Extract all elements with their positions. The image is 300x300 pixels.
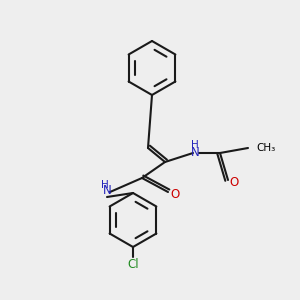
Text: H: H [101,180,109,190]
Text: O: O [230,176,238,190]
Text: O: O [170,188,180,200]
Text: CH₃: CH₃ [256,143,275,153]
Text: N: N [103,184,111,197]
Text: Cl: Cl [127,259,139,272]
Text: N: N [190,146,200,158]
Text: H: H [191,140,199,150]
